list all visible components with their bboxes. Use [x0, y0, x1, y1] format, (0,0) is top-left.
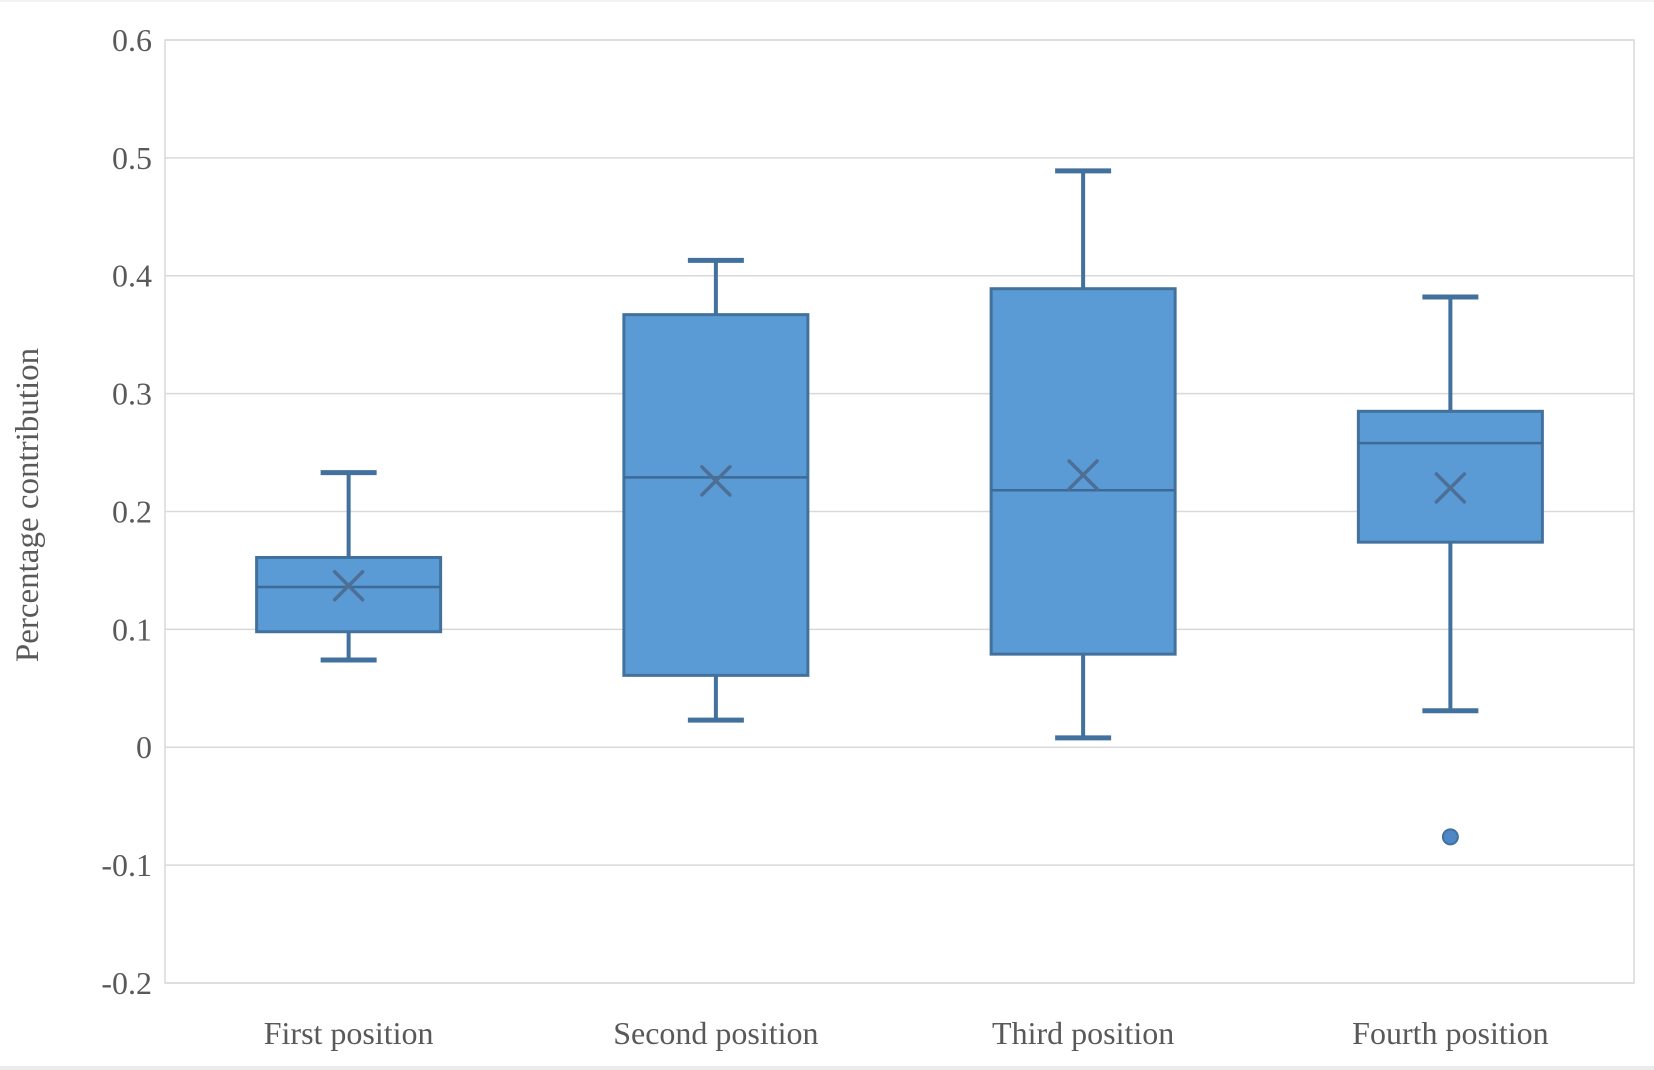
plot-area-border [164, 39, 1635, 984]
box-second-position [622, 257, 810, 723]
box-fourth-position [1356, 294, 1544, 846]
iqr-box [989, 287, 1177, 656]
iqr-box [1356, 409, 1544, 544]
y-tick-label: 0.4 [112, 258, 152, 294]
y-tick-label: 0.6 [112, 22, 152, 58]
page-edge-top [0, 0, 1654, 2]
y-tick-label: 0.3 [112, 376, 152, 412]
mean-marker-x [1067, 459, 1099, 491]
y-axis-title: Percentage contribution [10, 348, 46, 662]
y-tick-label: -0.2 [101, 965, 152, 1001]
iqr-box [255, 555, 443, 634]
mean-marker-x [1434, 472, 1467, 504]
y-tick-label: 0.2 [112, 494, 152, 530]
x-category-label: Second position [613, 1015, 818, 1051]
box-third-position [989, 168, 1177, 741]
y-tick-label: -0.1 [101, 847, 152, 883]
y-tick-label: 0.5 [112, 140, 152, 176]
iqr-box [622, 313, 810, 677]
page-edge-bottom [0, 1066, 1654, 1070]
y-tick-label: 0.1 [112, 611, 152, 647]
x-category-label: First position [264, 1015, 434, 1051]
box-first-position [255, 470, 443, 663]
outlier-point [1441, 828, 1459, 846]
mean-marker-x [332, 570, 365, 602]
mean-marker-x [700, 465, 732, 497]
x-category-label: Fourth position [1352, 1015, 1548, 1051]
y-tick-label: 0 [136, 729, 152, 765]
x-category-label: Third position [992, 1015, 1174, 1051]
